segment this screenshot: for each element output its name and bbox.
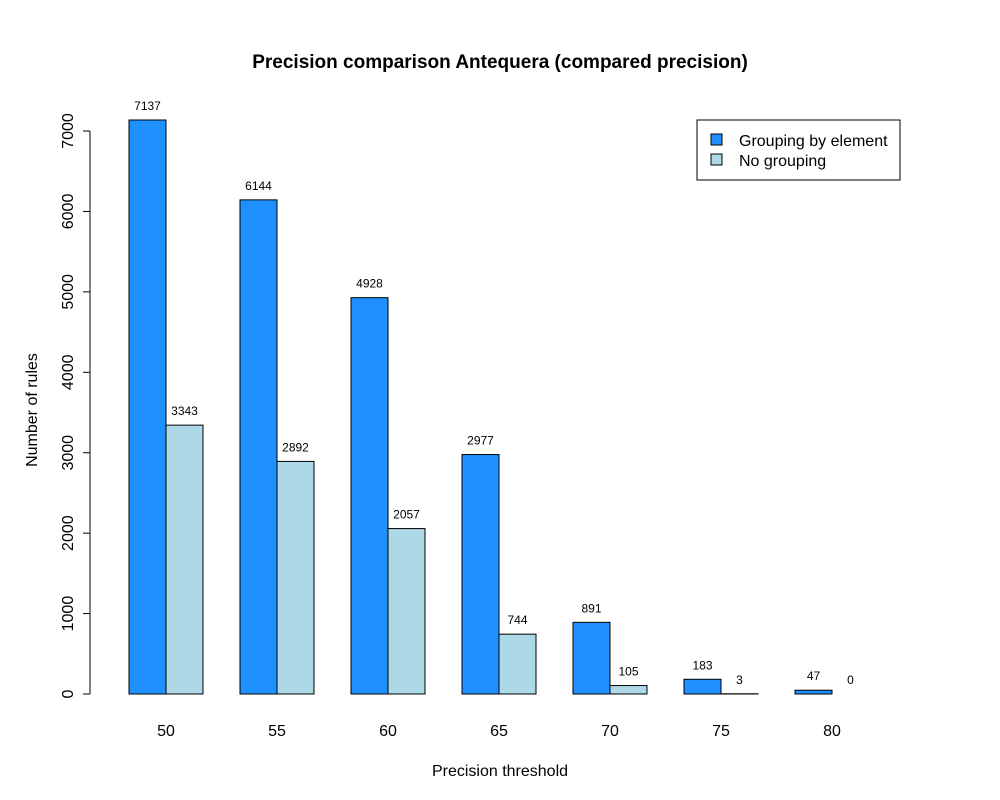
data-label-grouping-55: 6144 (245, 179, 272, 193)
bar-no-grouping-70 (609, 685, 648, 695)
data-label-no-grouping-80: 0 (847, 673, 854, 687)
bar-grouping-65 (461, 454, 500, 695)
data-label-grouping-50: 7137 (134, 99, 161, 113)
data-label-no-grouping-70: 105 (618, 665, 638, 679)
bars-group (128, 119, 833, 695)
legend-label-no-grouping: No grouping (739, 153, 826, 170)
bar-no-grouping-55 (276, 460, 315, 695)
y-tick-label: 2000 (60, 515, 77, 551)
data-label-grouping-70: 891 (581, 601, 601, 615)
y-tick-label: 6000 (60, 194, 77, 230)
bar-grouping-80 (794, 689, 833, 695)
x-axis-label: Precision threshold (432, 763, 568, 780)
legend-box (696, 119, 901, 181)
x-tick-label-70: 70 (601, 723, 619, 740)
bar-grouping-60 (350, 297, 389, 695)
x-tick-label-65: 65 (490, 723, 508, 740)
x-tick-label-50: 50 (157, 723, 175, 740)
data-label-no-grouping-60: 2057 (393, 508, 420, 522)
bar-grouping-50 (128, 119, 167, 695)
y-axis-label: Number of rules (24, 353, 41, 467)
bar-no-grouping-50 (165, 424, 204, 695)
x-tick-label-55: 55 (268, 723, 286, 740)
data-label-no-grouping-65: 744 (507, 613, 527, 627)
y-tick-label: 5000 (60, 274, 77, 310)
y-tick-label: 0 (60, 689, 77, 698)
data-label-grouping-65: 2977 (467, 434, 494, 448)
bar-no-grouping-60 (387, 528, 426, 695)
x-tick-label-60: 60 (379, 723, 397, 740)
x-tick-label-75: 75 (712, 723, 730, 740)
legend-swatch-grouping (710, 133, 723, 146)
y-tick-label: 4000 (60, 354, 77, 390)
bar-grouping-55 (239, 199, 278, 695)
data-label-no-grouping-55: 2892 (282, 440, 309, 454)
x-tick-labels-group: 50 55 60 65 70 75 80 (157, 723, 841, 740)
data-label-grouping-60: 4928 (356, 277, 383, 291)
x-tick-label-80: 80 (823, 723, 841, 740)
data-label-grouping-75: 183 (692, 658, 712, 672)
y-tick-label: 1000 (60, 596, 77, 632)
legend-label-grouping: Grouping by element (739, 133, 888, 150)
data-label-grouping-80: 47 (807, 669, 821, 683)
data-label-no-grouping-75: 3 (736, 673, 743, 687)
bar-grouping-70 (572, 621, 611, 695)
y-axis: 0 1000 2000 3000 4000 5000 6000 7000 (60, 113, 91, 698)
y-tick-label: 3000 (60, 435, 77, 471)
legend: Grouping by element No grouping (696, 119, 901, 181)
bar-grouping-75 (683, 678, 722, 695)
data-label-no-grouping-50: 3343 (171, 404, 198, 418)
y-tick-label: 7000 (60, 113, 77, 149)
chart-title: Precision comparison Antequera (compared… (252, 52, 748, 73)
legend-swatch-no-grouping (710, 153, 723, 166)
bar-no-grouping-65 (498, 633, 537, 695)
data-labels-group: 7137 3343 6144 2892 4928 2057 2977 744 891 105 183… (134, 99, 854, 687)
